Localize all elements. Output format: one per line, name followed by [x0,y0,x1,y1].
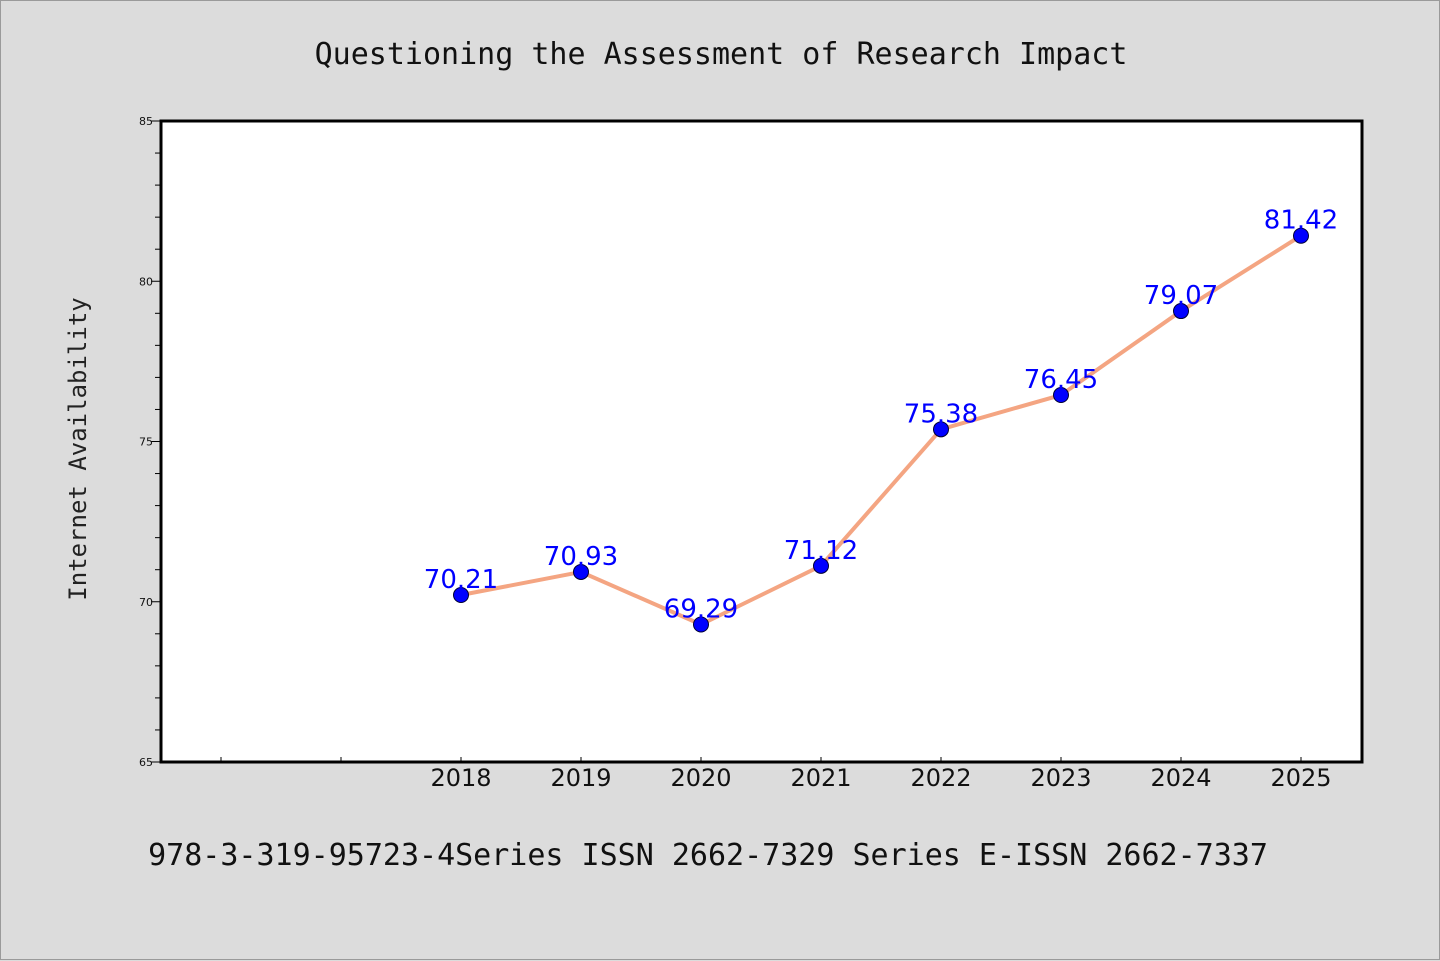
data-label: 75.38 [904,399,978,429]
data-point [573,563,589,580]
x-tick-label: 2023 [1030,764,1091,792]
series-layer: 70.21 70.93 69.29 71.12 75.38 76.45 79.07 81.42 [424,206,1338,633]
y-axis: 65 70 75 80 85 [139,115,161,769]
data-label: 76.45 [1024,365,1098,395]
x-tick-label: 2018 [430,764,491,792]
y-tick-label: 85 [139,115,153,128]
series-line [459,233,1303,627]
y-axis-label: Internet Availability [64,297,92,600]
y-tick-label: 80 [139,275,153,288]
data-label: 71.12 [784,536,858,566]
data-label: 81.42 [1264,206,1338,236]
x-tick-label: 2019 [550,764,611,792]
x-tick-label: 2022 [910,764,971,792]
data-point [1293,227,1309,244]
x-tick-label: 2020 [670,764,731,792]
plot-area [159,119,1364,764]
x-tick-label: 2021 [790,764,851,792]
y-tick-label: 65 [139,756,153,769]
data-label: 79.07 [1144,281,1218,311]
chart-title: Questioning the Assessment of Research I… [315,37,1128,72]
data-point [1173,303,1189,320]
data-point [813,557,829,574]
data-label: 69.29 [664,595,738,625]
data-point [933,421,949,438]
data-point [1053,387,1069,404]
y-tick-label: 70 [139,596,153,609]
x-tick-label: 2025 [1270,764,1331,792]
x-tick-label: 2024 [1150,764,1211,792]
data-point [453,587,469,604]
data-label: 70.93 [544,542,618,572]
y-tick-label: 75 [139,436,153,449]
data-point [693,616,709,633]
footer-text: 978-3-319-95723-4Series ISSN 2662-7329 S… [148,838,1268,873]
data-label: 70.21 [424,565,498,595]
x-axis: 2018 2019 2020 2021 2022 2023 2024 2025 [220,757,1332,792]
